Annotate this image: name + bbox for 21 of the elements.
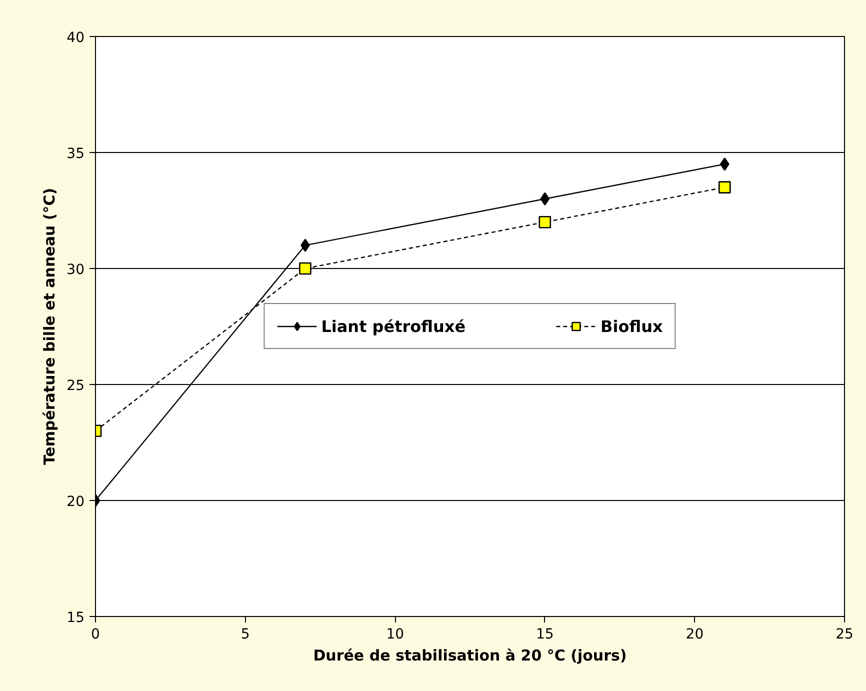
y-tick-label: 30: [66, 262, 85, 278]
legend-label: Bioflux: [600, 316, 663, 336]
x-tick-label: 10: [386, 626, 404, 642]
x-tick-label: 0: [91, 626, 100, 642]
x-tick-label: 15: [536, 626, 554, 642]
point: [538, 216, 552, 228]
point: [300, 238, 310, 252]
y-tick-label: 20: [66, 494, 85, 510]
y-tick-label: 40: [66, 30, 85, 46]
x-tick-label: 5: [240, 626, 250, 642]
y-axis-title: Température bille et anneau (°C): [40, 188, 59, 466]
y-tick-label: 35: [66, 146, 85, 162]
y-tick-label: 25: [66, 378, 85, 394]
y-tick-label: 15: [66, 610, 85, 626]
x-tick-label: 20: [686, 626, 704, 642]
point: [299, 262, 312, 275]
point: [718, 181, 731, 194]
x-tick-label: 25: [836, 626, 854, 642]
legend-label: Liant pétrofluxé: [321, 316, 466, 336]
x-axis-title: Durée de stabilisation à 20 °C (jours): [313, 646, 627, 664]
point: [540, 192, 550, 206]
